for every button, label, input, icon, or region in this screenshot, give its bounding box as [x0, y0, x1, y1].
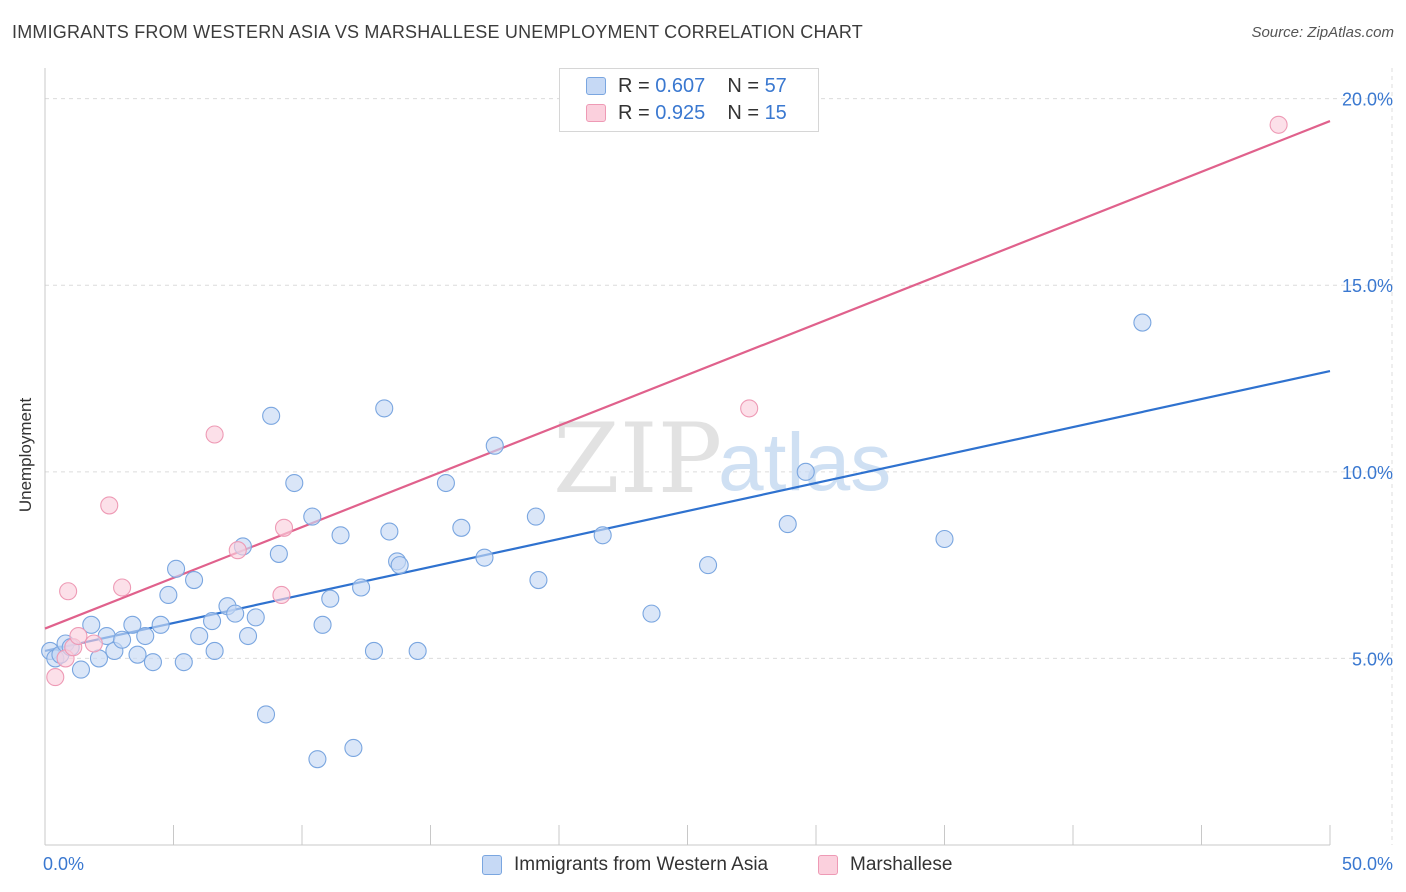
data-point	[1269, 115, 1288, 134]
r-label: R =	[618, 74, 650, 97]
data-point	[313, 615, 332, 634]
legend-row-western-asia: R = 0.607 N = 57	[586, 74, 787, 98]
data-point	[205, 425, 224, 444]
y-tick-label: 10.0%	[1342, 463, 1393, 483]
data-point	[136, 626, 155, 646]
legend-swatch-pink	[818, 855, 838, 875]
n-label: N =	[727, 74, 759, 97]
data-point	[226, 604, 245, 623]
data-point	[190, 626, 209, 646]
data-point	[174, 653, 193, 672]
data-point	[380, 522, 399, 541]
watermark-atlas: atlas	[718, 417, 891, 508]
data-point	[436, 473, 455, 493]
data-point	[71, 660, 91, 679]
bottom-legend-western-asia[interactable]: Immigrants from Western Asia	[482, 852, 768, 878]
data-point	[69, 626, 88, 646]
y-tick-label: 5.0%	[1352, 649, 1393, 669]
data-point	[344, 738, 363, 758]
x-tick-label: 0.0%	[43, 854, 84, 874]
data-point	[203, 612, 222, 631]
r-label: R =	[618, 101, 650, 124]
data-point	[485, 436, 504, 455]
watermark: ZIP atlas	[553, 403, 891, 515]
data-point	[151, 615, 170, 634]
data-point	[272, 585, 291, 605]
data-point	[390, 556, 409, 575]
data-point	[185, 570, 204, 590]
data-point	[375, 399, 394, 418]
data-point	[84, 634, 103, 653]
correlation-legend: R = 0.607 N = 57 R = 0.925 N = 15	[559, 68, 819, 132]
y-tick-label: 20.0%	[1342, 90, 1393, 110]
n-value: 57	[764, 74, 787, 97]
data-point	[529, 570, 548, 590]
trend-lines	[44, 120, 1331, 653]
data-point	[113, 630, 132, 649]
data-point	[308, 750, 327, 769]
data-point	[285, 473, 304, 493]
data-point	[452, 518, 471, 537]
data-point	[82, 615, 101, 634]
data-point	[642, 604, 661, 623]
data-point	[256, 705, 276, 724]
legend-swatch-pink	[586, 104, 606, 122]
data-point	[128, 645, 147, 664]
trend-line	[44, 369, 1331, 653]
data-point	[113, 578, 132, 597]
data-point	[167, 559, 186, 578]
data-point	[303, 507, 322, 526]
r-value: 0.925	[655, 101, 706, 124]
tick-labels: 5.0% 10.0% 15.0% 20.0% 0.0% 50.0%	[43, 90, 1393, 874]
data-point	[740, 399, 759, 418]
legend-label: Immigrants from Western Asia	[514, 854, 769, 875]
data-point	[59, 582, 78, 601]
data-point	[526, 507, 545, 526]
chart-title: IMMIGRANTS FROM WESTERN ASIA VS MARSHALL…	[12, 22, 863, 42]
data-point	[100, 496, 119, 515]
y-tick-label: 15.0%	[1342, 276, 1393, 296]
axes	[44, 68, 1331, 846]
data-point	[123, 615, 142, 634]
data-point	[778, 515, 797, 534]
data-point	[159, 585, 178, 605]
data-point	[593, 526, 612, 545]
data-point	[228, 541, 247, 560]
data-point	[331, 526, 350, 545]
data-point	[352, 578, 371, 597]
data-point	[205, 641, 224, 661]
data-point	[364, 641, 384, 661]
data-point	[475, 548, 494, 567]
bottom-legend-marshallese[interactable]: Marshallese	[818, 852, 952, 878]
legend-label: Marshallese	[850, 854, 953, 875]
source-credit: Source: ZipAtlas.com	[1251, 24, 1394, 41]
data-point	[699, 556, 718, 575]
data-point	[143, 653, 162, 672]
r-value: 0.607	[655, 74, 706, 97]
data-point	[321, 589, 340, 608]
x-tick-label: 50.0%	[1342, 854, 1393, 874]
data-point	[274, 518, 294, 537]
data-point	[408, 641, 427, 661]
trend-line	[44, 120, 1331, 630]
data-point	[246, 608, 265, 627]
legend-swatch-blue	[482, 855, 502, 875]
data-points	[41, 115, 1288, 769]
data-point	[238, 626, 258, 646]
legend-swatch-blue	[586, 77, 606, 95]
n-label: N =	[727, 101, 759, 124]
legend-row-marshallese: R = 0.925 N = 15	[586, 101, 787, 125]
watermark-zip: ZIP	[553, 403, 722, 515]
data-point	[1133, 313, 1152, 332]
n-value: 15	[764, 101, 787, 124]
data-point	[262, 406, 281, 425]
data-point	[46, 668, 65, 687]
data-point	[935, 529, 954, 549]
grid-lines	[45, 68, 1393, 845]
data-point	[269, 544, 288, 563]
data-point	[796, 462, 815, 481]
